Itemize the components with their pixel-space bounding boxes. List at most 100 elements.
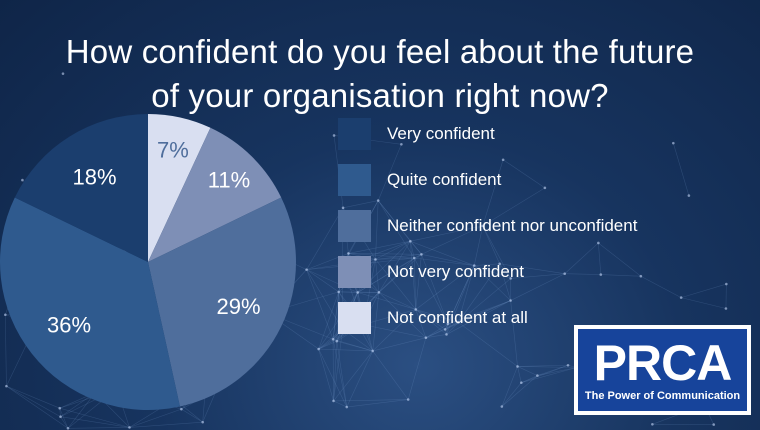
network-link (482, 187, 546, 227)
network-link (640, 275, 682, 298)
network-node (66, 427, 70, 430)
network-node (472, 264, 476, 267)
network-link (343, 200, 379, 209)
network-node (509, 299, 512, 302)
network-link (59, 408, 61, 417)
network-link (458, 300, 511, 323)
network-link (318, 340, 337, 350)
pie-data-label: 29% (217, 294, 261, 319)
network-node (332, 399, 335, 403)
network-link (318, 348, 334, 402)
network-link (318, 338, 334, 350)
network-node (347, 252, 350, 255)
network-node (724, 307, 728, 310)
pie-slice (148, 114, 211, 262)
network-link (378, 254, 422, 293)
network-link (415, 309, 427, 338)
network-link (474, 265, 511, 279)
network-link (458, 278, 511, 323)
legend-label: Not confident at all (387, 308, 528, 327)
network-link (415, 309, 447, 335)
network-node (371, 349, 375, 353)
network-link (181, 408, 203, 423)
network-link (318, 348, 373, 352)
title-line-2: of your organisation right now? (151, 77, 609, 115)
network-link (510, 273, 565, 279)
network-node (374, 258, 377, 261)
network-node (414, 308, 418, 311)
pie-slice (14, 114, 149, 262)
network-link (372, 350, 409, 400)
title-line-1: How confident do you feel about the futu… (65, 33, 695, 71)
network-link (60, 416, 130, 428)
pie-data-label: 11% (208, 168, 250, 193)
network-link (482, 225, 500, 264)
network-link (333, 350, 373, 402)
network-link (306, 269, 343, 330)
network-node (651, 423, 654, 426)
network-link (375, 259, 380, 293)
legend-item: Not very confident (338, 256, 637, 288)
network-link (60, 416, 69, 429)
pie-data-label: 18% (73, 165, 117, 190)
network-node (356, 291, 360, 294)
network-link (410, 241, 417, 310)
network-link (517, 366, 538, 376)
network-node (563, 272, 567, 276)
network-link (372, 337, 426, 352)
network-node (400, 143, 403, 146)
network-node (725, 282, 728, 286)
network-link (510, 300, 518, 367)
network-link (306, 265, 343, 270)
network-node (412, 256, 416, 260)
network-link (447, 322, 459, 325)
network-link (673, 143, 690, 196)
network-link (537, 364, 569, 376)
network-node (58, 406, 62, 410)
network-node (599, 273, 603, 276)
legend-label: Quite confident (387, 170, 502, 189)
network-link (425, 323, 449, 338)
network-link (521, 364, 569, 383)
network-node (443, 328, 447, 331)
network-node (337, 290, 340, 294)
network-link (410, 240, 475, 266)
legend-swatch (338, 256, 371, 288)
network-link (681, 297, 727, 309)
network-link (333, 400, 347, 408)
network-link (501, 375, 538, 407)
network-node (501, 158, 505, 162)
legend: Very confident Quite confident Neither c… (338, 118, 637, 348)
network-link (5, 314, 7, 387)
network-link (336, 341, 348, 408)
network-node (519, 381, 523, 385)
prca-tagline: The Power of Communication (584, 390, 741, 402)
network-node (332, 134, 336, 137)
network-link (473, 225, 484, 266)
network-node (409, 239, 412, 243)
network-node (672, 141, 675, 145)
legend-swatch (338, 302, 371, 334)
network-link (306, 269, 334, 340)
network-link (415, 309, 449, 325)
network-link (458, 263, 500, 323)
legend-swatch (338, 164, 371, 196)
network-link (363, 324, 426, 338)
network-link (521, 367, 577, 383)
network-node (509, 277, 512, 280)
network-link (332, 338, 373, 352)
network-node (445, 333, 448, 336)
prca-wordmark: PRCA (593, 335, 733, 391)
network-link (332, 339, 348, 408)
network-link (346, 399, 409, 408)
prca-logo: PRCA The Power of Communication (574, 325, 751, 415)
legend-item: Quite confident (338, 164, 637, 196)
network-link (501, 366, 518, 407)
network-link (502, 159, 546, 189)
network-link (425, 334, 447, 339)
network-link (332, 291, 339, 340)
network-link (348, 253, 422, 255)
network-link (333, 399, 409, 402)
legend-swatch (338, 210, 371, 242)
network-link (306, 207, 344, 270)
